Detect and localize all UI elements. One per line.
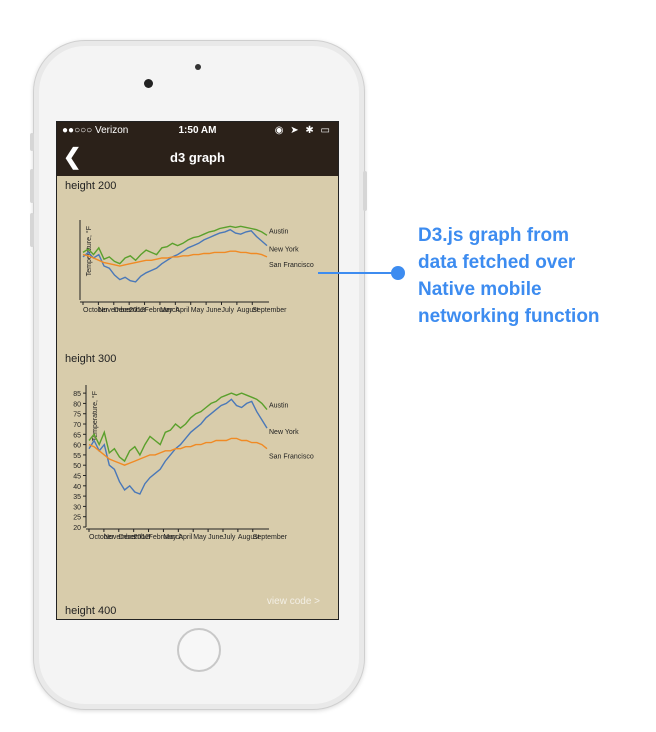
y-tick-label: 75 (73, 412, 81, 419)
clock: 1:50 AM (178, 125, 217, 136)
series-label: New York (269, 247, 299, 254)
y-tick-label: 80 (73, 401, 81, 408)
x-tick-label: June (206, 307, 221, 314)
view-code-link[interactable]: view code > (266, 596, 320, 607)
front-camera (195, 64, 201, 70)
x-tick-label: September (253, 534, 288, 541)
x-tick-label: March (160, 307, 180, 314)
series-line-san-francisco (88, 437, 268, 466)
series-line-new-york (82, 228, 268, 283)
x-tick-label: December (119, 534, 152, 541)
x-tick-label: 2012 (129, 307, 145, 314)
series-label: Austin (269, 403, 289, 410)
status-icons: ◉ ➤ ✱ ▭ (274, 125, 332, 136)
y-tick-label: 25 (73, 515, 81, 522)
series-line-new-york (88, 398, 268, 495)
page-title: d3 graph (170, 150, 225, 165)
x-tick-label: May (191, 307, 205, 314)
x-tick-label: August (238, 534, 260, 541)
x-tick-label: June (208, 534, 223, 541)
series-label: Austin (269, 228, 289, 235)
y-tick-label: 70 (73, 422, 81, 429)
callout-line-1: D3.js graph from (418, 225, 569, 246)
home-button[interactable] (177, 628, 221, 672)
chart-svg-small: Temperature, °F OctoberNovemberDecember20… (79, 220, 314, 314)
x-tick-label: April (178, 534, 192, 541)
series-line-san-francisco (82, 250, 268, 267)
x-tick-label: October (83, 307, 109, 314)
status-bar: ●●○○○ Verizon 1:50 AM ◉ ➤ ✱ ▭ (57, 122, 338, 140)
series-line-austin (88, 392, 268, 463)
proximity-sensor (144, 79, 153, 88)
carrier-label: ●●○○○ Verizon (62, 125, 129, 136)
y-tick-label: 30 (73, 504, 81, 511)
callout-line-3: Native mobile (418, 279, 542, 300)
y-axis-label: Temperature, °F (85, 226, 93, 276)
volume-down-button (30, 213, 34, 247)
x-tick-label: February (149, 534, 178, 541)
callout-text: D3.js graph from data fetched over Nativ… (418, 222, 648, 330)
y-tick-label: 35 (73, 494, 81, 501)
volume-up-button (30, 169, 34, 203)
series-label: New York (269, 429, 299, 436)
y-tick-label: 45 (73, 474, 81, 481)
x-tick-label: March (163, 534, 183, 541)
x-tick-label: 2012 (134, 534, 150, 541)
callout-dot (391, 266, 405, 280)
y-tick-label: 20 (73, 525, 81, 532)
power-button (363, 171, 367, 211)
x-tick-label: November (104, 534, 137, 541)
section-label-height-400: height 400 (65, 605, 117, 617)
back-chevron-icon[interactable]: ❮ (63, 144, 82, 169)
x-tick-label: November (98, 307, 131, 314)
series-label: San Francisco (269, 262, 314, 269)
scroll-content[interactable]: height 200 Temperature, °F October Novembe… (57, 176, 338, 619)
series-label: San Francisco (269, 454, 314, 461)
x-tick-label: October (89, 534, 115, 541)
x-tick-label: August (237, 307, 259, 314)
x-tick-label: May (193, 534, 207, 541)
callout-line-4: networking function (418, 306, 600, 327)
y-axis-label: Temperature, °F (91, 391, 99, 441)
y-tick-label: 55 (73, 453, 81, 460)
screen: ●●○○○ Verizon 1:50 AM ◉ ➤ ✱ ▭ ❮ d3 graph… (56, 121, 339, 620)
callout-line-2: data fetched over (418, 252, 576, 273)
section-label-height-200: height 200 (65, 180, 117, 192)
series-line-austin (82, 225, 268, 265)
mute-switch (30, 133, 34, 151)
y-tick-label: 60 (73, 443, 81, 450)
x-tick-label: September (252, 307, 287, 314)
x-tick-label: December (114, 307, 147, 314)
y-tick-label: 50 (73, 463, 81, 470)
x-tick-label: July (222, 307, 235, 314)
x-tick-label: April (175, 307, 189, 314)
x-tick-label: February (145, 307, 174, 314)
callout-connector-line (318, 272, 398, 274)
x-tick-label: July (223, 534, 236, 541)
navigation-bar: ❮ d3 graph (57, 140, 338, 176)
y-tick-label: 65 (73, 432, 81, 439)
y-tick-label: 85 (73, 391, 81, 398)
y-tick-label: 40 (73, 484, 81, 491)
section-label-height-300: height 300 (65, 353, 117, 365)
chart-svg-large: 85 80 75 70 65 60 55 50 45 40 35 30 25 20 Temperature,… (73, 385, 314, 541)
